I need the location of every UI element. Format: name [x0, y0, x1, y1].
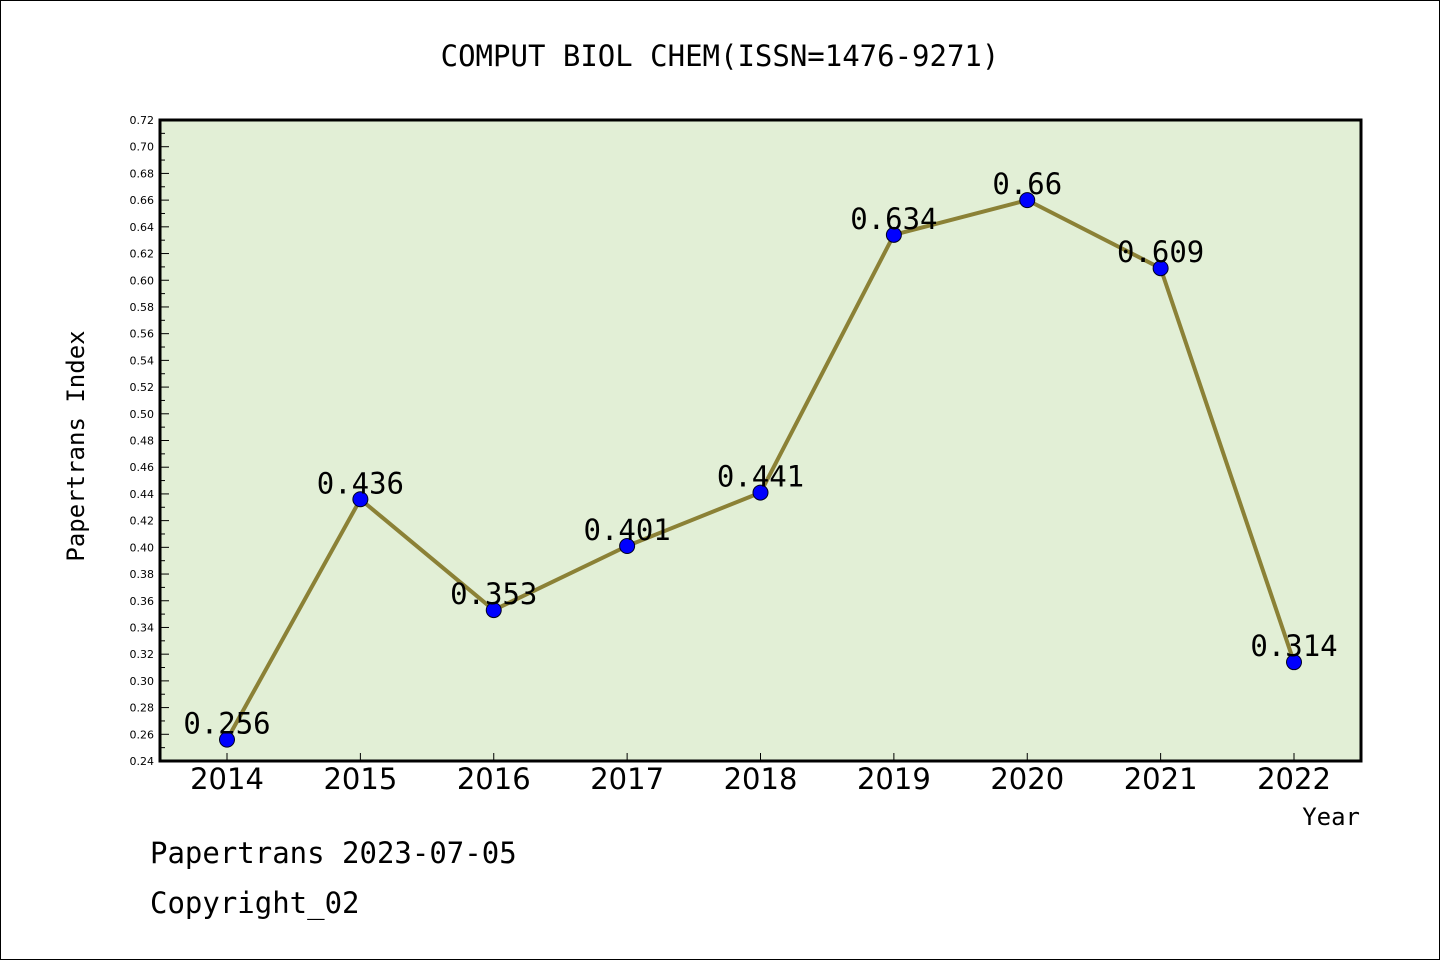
y-axis-label: Papertrans Index [62, 330, 90, 561]
y-tick-label: 0.62 [130, 248, 155, 261]
y-tick-label: 0.48 [130, 435, 155, 448]
data-label: 0.353 [450, 577, 537, 611]
footer-copyright: Copyright_02 [150, 886, 360, 920]
x-tick-label: 2016 [457, 762, 531, 796]
data-label: 0.256 [183, 707, 270, 741]
plot-area [160, 120, 1361, 761]
y-tick-label: 0.30 [130, 675, 155, 688]
x-tick-label: 2019 [857, 762, 931, 796]
x-tick-label: 2022 [1257, 762, 1331, 796]
x-axis-ticks: 2014 2015 2016 2017 2018 2019 2020 2021 2022 [190, 753, 1331, 796]
data-label: 0.634 [850, 202, 937, 236]
y-tick-label: 0.56 [130, 328, 155, 341]
y-tick-label: 0.32 [130, 648, 155, 661]
y-tick-label: 0.44 [130, 488, 155, 501]
chart-title: COMPUT BIOL CHEM(ISSN=1476-9271) [441, 39, 1000, 73]
data-label: 0.314 [1250, 629, 1337, 663]
data-point-marker [1152, 260, 1169, 277]
y-tick-label: 0.70 [130, 141, 155, 154]
data-point-marker [752, 484, 769, 501]
y-tick-label: 0.38 [130, 568, 155, 581]
y-tick-label: 0.64 [130, 221, 155, 234]
y-tick-label: 0.24 [130, 755, 155, 768]
data-label: 0.401 [583, 513, 670, 547]
data-point-marker [1286, 654, 1302, 671]
data-label: 0.441 [717, 460, 804, 494]
data-point-marker [885, 226, 902, 243]
y-tick-label: 0.34 [130, 621, 155, 634]
data-point-marker [219, 731, 235, 748]
y-tick-label: 0.36 [130, 595, 155, 608]
y-tick-label: 0.42 [130, 515, 155, 528]
data-label: 0.436 [317, 466, 404, 500]
y-tick-label: 0.26 [130, 728, 155, 741]
y-tick-label: 0.50 [130, 408, 155, 421]
data-point-marker [619, 537, 636, 554]
footer-date: Papertrans 2023-07-05 [150, 836, 517, 870]
x-tick-label: 2021 [1124, 762, 1198, 796]
x-tick-label: 2014 [190, 762, 264, 796]
x-axis-label: Year [1302, 803, 1360, 831]
y-tick-label: 0.68 [130, 167, 155, 180]
y-tick-label: 0.40 [130, 541, 155, 554]
y-tick-label: 0.60 [130, 274, 155, 287]
data-label: 0.66 [992, 167, 1062, 201]
x-tick-label: 2015 [323, 762, 397, 796]
y-tick-label: 0.46 [130, 461, 155, 474]
y-tick-label: 0.52 [130, 381, 155, 394]
data-point-marker [352, 491, 369, 508]
plot-border [158, 118, 1363, 763]
data-point-marker [1019, 192, 1036, 209]
data-point-marker [485, 602, 502, 619]
y-tick-label: 0.72 [130, 114, 155, 127]
y-tick-label: 0.58 [130, 301, 155, 314]
y-tick-label: 0.54 [130, 354, 155, 367]
y-tick-label: 0.28 [130, 702, 155, 715]
x-tick-label: 2017 [590, 762, 664, 796]
x-tick-label: 2020 [990, 762, 1064, 796]
x-tick-label: 2018 [724, 762, 798, 796]
data-label: 0.609 [1117, 235, 1204, 269]
series-layer: 0.256 0.436 0.353 0.401 0.441 0.634 0.66 0.609 0… [183, 167, 1338, 748]
y-tick-label: 0.66 [130, 194, 155, 207]
